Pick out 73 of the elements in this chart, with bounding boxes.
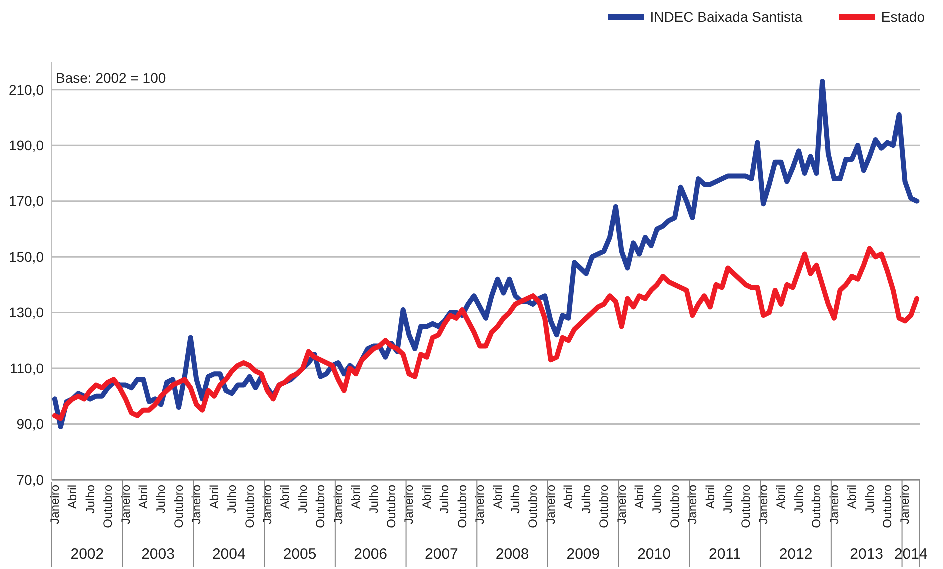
text: 2014 [894,546,928,563]
x-tick-label: Julho [438,484,452,514]
y-tick-label: 90,0 [16,416,44,432]
x-tick-label: Outubro [384,484,399,528]
x-tick-label: Janeiro [827,484,842,524]
x-tick-label: Janeiro [756,484,771,524]
x-tick-label: Janeiro [544,484,558,524]
x-tick-label: Outubro [314,484,328,528]
x-tick-label: Janeiro [48,484,62,524]
x-tick-label: Outubro [810,484,824,528]
legend-label: INDEC Baixada Santista [650,8,803,25]
x-tick-label: Julho [579,484,594,514]
x-tick-label: Abril [774,485,788,510]
x-tick-label: Outubro [101,484,116,528]
x-tick-label: Julho [792,484,806,514]
y-tick-label: 70,0 [16,472,44,488]
text: 2013 [850,546,884,563]
x-tick-label: Abril [490,485,505,510]
y-tick-label: 170,0 [8,193,44,210]
x-tick-label: Janeiro [190,484,204,524]
x-tick-label: Julho [154,484,168,514]
text: 2008 [496,546,530,563]
x-tick-label: Abril [66,485,80,510]
text: 2006 [354,546,388,563]
y-tick-label: 130,0 [8,304,44,321]
x-tick-label: Janeiro [898,484,912,524]
x-tick-label: Abril [420,485,434,510]
x-tick-label: Outubro [172,484,186,528]
text: 2002 [70,546,104,563]
x-tick-label: Outubro [455,484,470,528]
x-tick-label: Janeiro [614,484,629,524]
x-tick-label: Julho [508,484,523,514]
x-tick-label: Janeiro [473,484,488,524]
x-tick-label: Outubro [880,484,895,528]
text: 2003 [142,546,175,563]
x-tick-label: Julho [296,484,310,514]
text: 2012 [779,546,813,563]
x-tick-label: Julho [83,484,98,514]
x-tick-label: Janeiro [260,484,275,524]
x-tick-label: Julho [650,484,664,514]
x-tick-label: Outubro [738,484,753,528]
text: 2009 [566,546,600,563]
x-tick-label: Abril [207,485,222,510]
x-tick-label: Abril [349,485,364,510]
x-tick-label: Janeiro [686,484,700,524]
y-tick-label: 210,0 [8,82,44,98]
x-tick-label: Abril [632,485,647,510]
text: 2005 [283,546,317,563]
x-tick-label: Abril [136,485,151,510]
x-tick-label: Julho [225,484,240,514]
x-tick-label: Outubro [597,484,612,528]
x-tick-label: Janeiro [118,484,133,524]
text: 2007 [425,546,458,563]
y-tick-label: 150,0 [8,248,44,265]
x-tick-label: Outubro [526,484,540,528]
x-tick-label: Abril [562,485,576,510]
x-tick-label: Janeiro [402,484,416,524]
x-tick-label: Janeiro [331,484,346,524]
text: Base: 2002 = 100 [56,70,166,86]
text: 2011 [709,546,742,563]
x-tick-label: Outubro [242,484,257,528]
text: 2004 [212,546,246,563]
legend-label: Estado [881,8,926,25]
y-tick-label: 190,0 [8,138,44,154]
y-tick-label: 110,0 [10,360,44,376]
x-tick-label: Julho [862,484,877,514]
x-tick-label: Outubro [668,484,682,528]
x-tick-label: Abril [845,485,860,510]
x-tick-label: Abril [278,485,292,510]
x-tick-label: Julho [721,484,736,514]
text: 2010 [638,546,671,563]
x-tick-label: Julho [366,484,381,514]
x-tick-label: Abril [703,485,718,510]
